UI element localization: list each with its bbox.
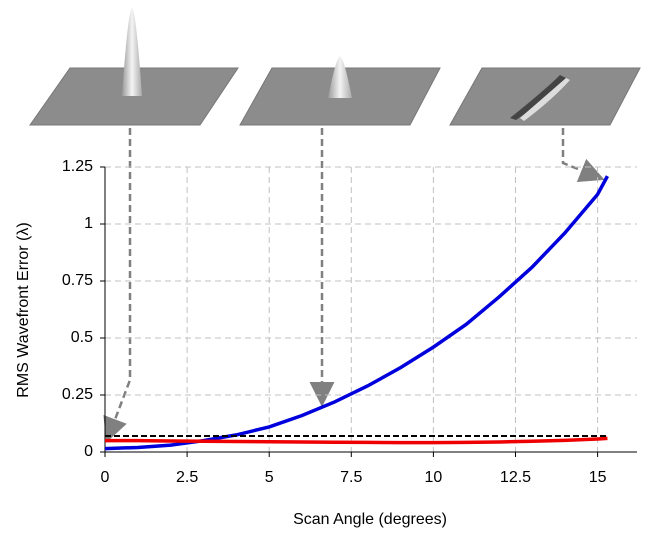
x-tick-label: 5 bbox=[265, 469, 274, 486]
y-tick-label: 0.25 bbox=[62, 386, 93, 403]
x-tick-label: 7.5 bbox=[340, 469, 362, 486]
y-tick-label: 1 bbox=[84, 215, 93, 232]
series-line bbox=[105, 176, 607, 448]
x-tick-label: 15 bbox=[589, 469, 607, 486]
surface-plots bbox=[30, 8, 640, 125]
y-axis-title: RMS Wavefront Error (λ) bbox=[15, 222, 32, 397]
series-line bbox=[105, 438, 607, 442]
x-axis-title: Scan Angle (degrees) bbox=[293, 511, 447, 528]
y-tick-label: 0 bbox=[84, 443, 93, 460]
x-tick-label: 2.5 bbox=[176, 469, 198, 486]
y-tick-label: 0.5 bbox=[71, 329, 93, 346]
y-tick-label: 0.75 bbox=[62, 272, 93, 289]
x-tick-label: 10 bbox=[424, 469, 442, 486]
plot-area: 0 0.25 0.5 0.75 1 1.25 0 2.5 5 7.5 10 12.5 15 bbox=[62, 158, 637, 486]
x-tick-label: 12.5 bbox=[500, 469, 531, 486]
chart: 0 0.25 0.5 0.75 1 1.25 0 2.5 5 7.5 10 12.5 15 Scan A… bbox=[0, 0, 645, 533]
x-tick-label: 0 bbox=[101, 469, 110, 486]
y-tick-label: 1.25 bbox=[62, 158, 93, 175]
